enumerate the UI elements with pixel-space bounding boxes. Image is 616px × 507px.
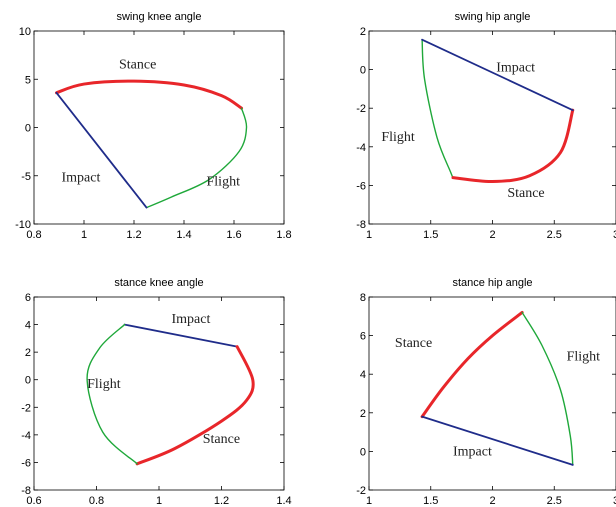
series-stance-line bbox=[451, 108, 575, 184]
series-flight-line bbox=[145, 107, 248, 209]
y-tick-label: -2 bbox=[21, 402, 31, 414]
y-tick-label: -8 bbox=[21, 485, 31, 497]
x-tick-label: 2 bbox=[489, 495, 495, 507]
series-stance-line bbox=[420, 310, 524, 419]
subplot-title: swing hip angle bbox=[455, 11, 531, 23]
subplot-2: swing hip angle 1 1.5 2 2.5 3 -8 -6 -4 -2 0 2 Impact… bbox=[356, 11, 616, 241]
y-tick-label: 0 bbox=[360, 65, 366, 77]
annotation-impact: Impact bbox=[496, 61, 535, 76]
series-impact-line bbox=[421, 38, 574, 112]
y-tick-label: -2 bbox=[356, 485, 366, 497]
x-tick-label: 2 bbox=[489, 229, 495, 241]
y-tick-label: -6 bbox=[21, 457, 31, 469]
y-tick-label: 4 bbox=[360, 369, 366, 381]
annotation-stance: Stance bbox=[119, 58, 156, 73]
annotation-impact: Impact bbox=[172, 312, 211, 327]
x-tick-label: 0.8 bbox=[26, 229, 41, 241]
y-tick-label: 5 bbox=[25, 74, 31, 86]
subplot-3: stance knee angle 0.6 0.8 1 1.2 1.4 -8 -6 -4 -2 0 2… bbox=[21, 277, 291, 507]
x-tick-label: 2.5 bbox=[547, 229, 562, 241]
y-tick-label: 2 bbox=[360, 26, 366, 38]
y-tick-label: -8 bbox=[356, 219, 366, 231]
subplot-title: stance knee angle bbox=[114, 277, 203, 289]
y-tick-label: 0 bbox=[25, 123, 31, 135]
x-tick-label: 0.8 bbox=[89, 495, 104, 507]
annotation-impact: Impact bbox=[453, 444, 492, 459]
y-tick-label: 0 bbox=[360, 446, 366, 458]
x-tick-label: 3 bbox=[613, 495, 616, 507]
series-impact-line bbox=[123, 323, 239, 348]
annotation-flight: Flight bbox=[207, 174, 241, 189]
y-tick-label: 2 bbox=[25, 347, 31, 359]
annotation-stance: Stance bbox=[203, 432, 240, 447]
series-flight-line bbox=[521, 311, 574, 466]
series-stance-line bbox=[55, 79, 243, 110]
series-impact-line bbox=[421, 415, 574, 466]
x-tick-label: 1.6 bbox=[226, 229, 241, 241]
y-tick-label: 6 bbox=[25, 292, 31, 304]
annotation-stance: Stance bbox=[395, 336, 432, 351]
series-stance-line bbox=[135, 345, 255, 466]
annotation-flight: Flight bbox=[87, 377, 121, 392]
x-tick-label: 1.5 bbox=[423, 229, 438, 241]
axes-frame bbox=[368, 30, 616, 225]
axes-frame bbox=[33, 296, 285, 491]
annotation-impact: Impact bbox=[62, 171, 101, 186]
axes-frame bbox=[368, 296, 616, 491]
series-impact-line bbox=[55, 91, 148, 209]
y-tick-label: -6 bbox=[356, 180, 366, 192]
subplot-4: stance hip angle 1 1.5 2 2.5 3 -2 0 2 4 6 8 Stance Fl… bbox=[356, 277, 616, 507]
x-tick-label: 1.4 bbox=[176, 229, 191, 241]
x-tick-label: 1 bbox=[366, 229, 372, 241]
x-tick-label: 0.6 bbox=[26, 495, 41, 507]
annotation-flight: Flight bbox=[381, 130, 415, 145]
annotation-stance: Stance bbox=[507, 186, 544, 201]
x-tick-label: 2.5 bbox=[547, 495, 562, 507]
y-tick-label: 4 bbox=[25, 320, 31, 332]
y-tick-label: 8 bbox=[360, 292, 366, 304]
x-tick-label: 3 bbox=[613, 229, 616, 241]
x-tick-label: 1.8 bbox=[276, 229, 291, 241]
x-tick-label: 1 bbox=[366, 495, 372, 507]
x-tick-label: 1.4 bbox=[276, 495, 291, 507]
y-tick-label: -4 bbox=[356, 142, 366, 154]
subplot-title: stance hip angle bbox=[452, 277, 532, 289]
y-tick-label: 10 bbox=[19, 26, 31, 38]
x-tick-label: 1 bbox=[156, 495, 162, 507]
y-tick-label: -10 bbox=[15, 219, 31, 231]
x-tick-label: 1.2 bbox=[126, 229, 141, 241]
x-tick-label: 1.5 bbox=[423, 495, 438, 507]
series-flight-line bbox=[86, 323, 138, 465]
subplot-title: swing knee angle bbox=[116, 11, 201, 23]
x-tick-label: 1.2 bbox=[214, 495, 229, 507]
annotation-flight: Flight bbox=[567, 350, 601, 365]
y-tick-label: -4 bbox=[21, 430, 31, 442]
y-tick-label: -2 bbox=[356, 103, 366, 115]
y-tick-label: 6 bbox=[360, 331, 366, 343]
subplot-1: swing knee angle 0.8 1 1.2 1.4 1.6 1.8 -10 -5 0 5 1… bbox=[15, 11, 292, 241]
series-flight-line bbox=[421, 38, 454, 179]
y-tick-label: -5 bbox=[21, 171, 31, 183]
x-tick-label: 1 bbox=[81, 229, 87, 241]
y-tick-label: 0 bbox=[25, 375, 31, 387]
y-tick-label: 2 bbox=[360, 408, 366, 420]
